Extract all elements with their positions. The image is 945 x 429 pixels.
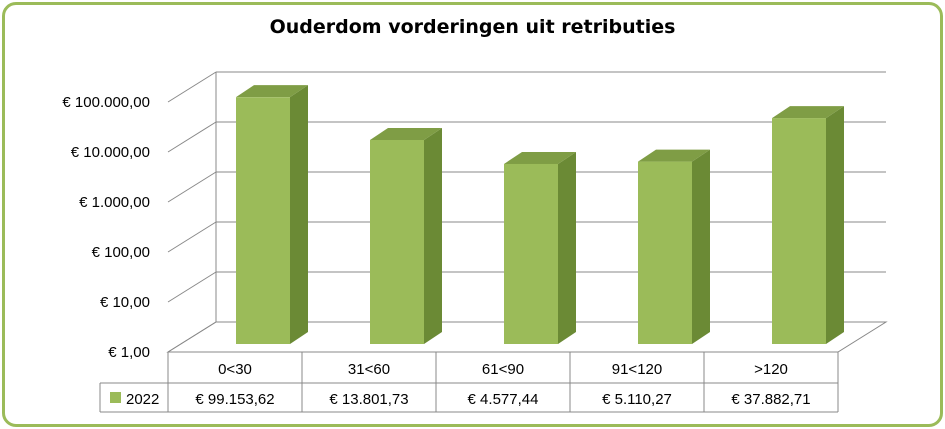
x-tick-label: >120 <box>754 361 788 378</box>
x-tick-label: 31<60 <box>348 361 390 378</box>
bar <box>638 149 710 344</box>
bar-side <box>424 128 442 344</box>
data-label: € 37.882,71 <box>731 391 810 408</box>
bar-side <box>558 151 576 344</box>
data-label: € 4.577,44 <box>468 391 539 408</box>
bar <box>370 128 442 344</box>
bar-top <box>772 106 844 119</box>
bar-front <box>638 161 692 344</box>
bar-top <box>504 151 576 164</box>
bar-front <box>504 163 558 344</box>
legend-swatch <box>110 392 121 403</box>
y-tick-label: € 1.000,00 <box>79 194 150 211</box>
x-tick-label: 91<120 <box>612 361 662 378</box>
bar-front <box>370 140 424 344</box>
gridline-side <box>167 271 217 303</box>
bar-side <box>826 106 844 345</box>
data-label: € 5.110,27 <box>602 391 672 408</box>
bar <box>236 85 308 344</box>
bar-front <box>236 97 290 344</box>
y-tick-label: € 100.000,00 <box>62 94 150 111</box>
bar-top <box>236 85 308 98</box>
gridline-side <box>167 221 217 253</box>
gridline-side <box>167 171 217 203</box>
bar <box>772 106 844 345</box>
chart-title: Ouderdom vorderingen uit retributies <box>269 16 676 38</box>
bar-front <box>772 118 826 345</box>
bar-side <box>290 85 308 344</box>
data-label: € 13.801,73 <box>329 391 408 408</box>
x-tick-label: 0<30 <box>218 361 252 378</box>
bar-top <box>638 149 710 162</box>
data-label: € 99.153,62 <box>195 391 274 408</box>
y-tick-label: € 10.000,00 <box>71 144 150 161</box>
y-tick-label: € 100,00 <box>92 244 150 261</box>
gridline-side <box>167 71 217 103</box>
bar-top <box>370 128 442 141</box>
gridline-side <box>167 121 217 153</box>
bar-side <box>692 149 710 344</box>
y-tick-label: € 1,00 <box>108 344 150 361</box>
x-tick-label: 61<90 <box>482 361 524 378</box>
y-tick-label: € 10,00 <box>100 294 150 311</box>
legend-label: 2022 <box>126 391 159 408</box>
bar <box>504 151 576 344</box>
